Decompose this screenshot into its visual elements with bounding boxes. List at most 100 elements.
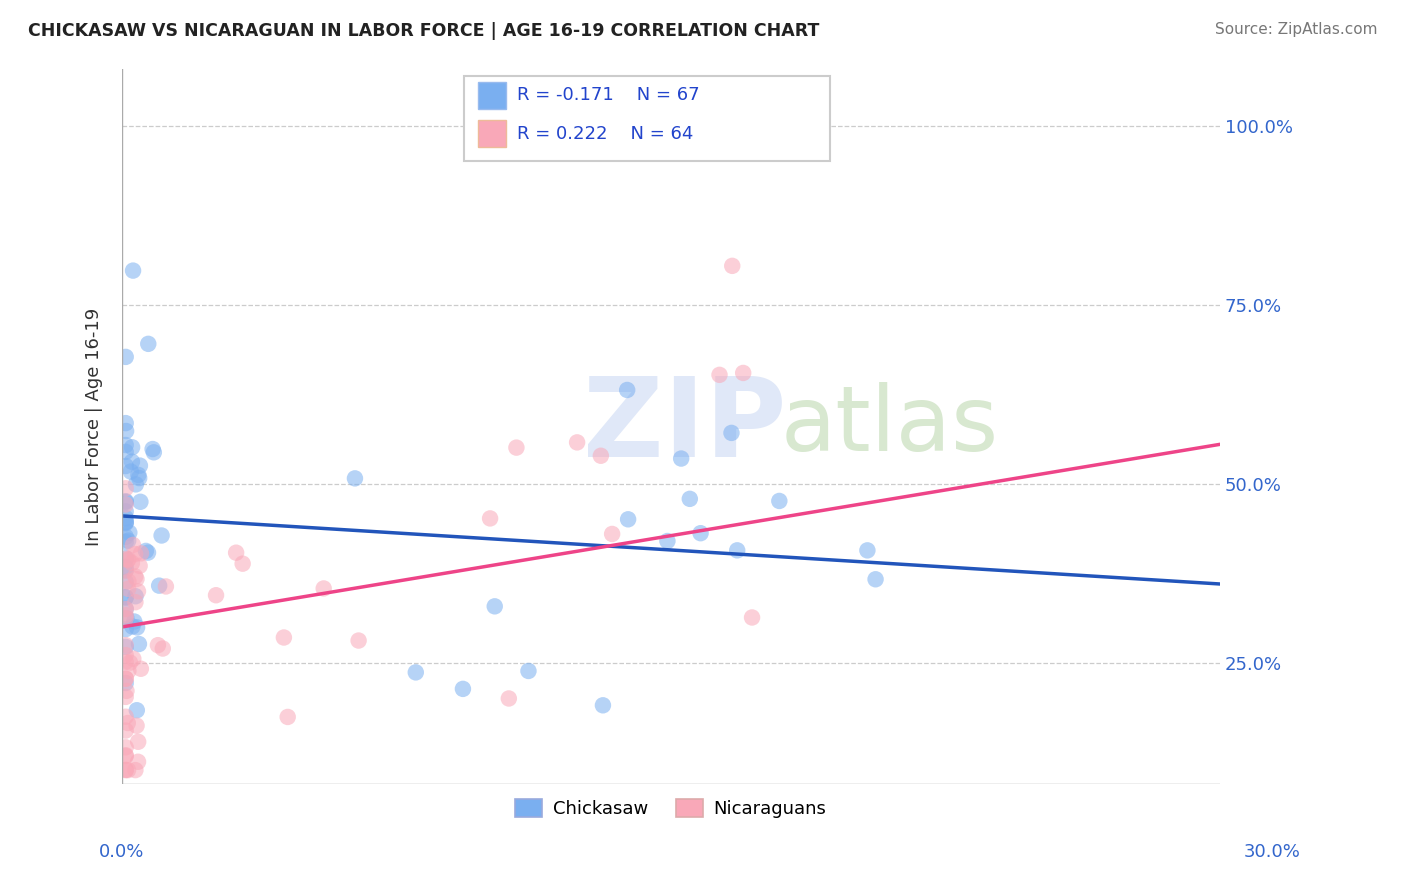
Point bbox=[114, 591, 136, 605]
Point bbox=[114, 494, 136, 508]
Point bbox=[114, 690, 136, 704]
Point bbox=[114, 481, 136, 495]
Point bbox=[669, 451, 692, 466]
Point bbox=[114, 590, 136, 604]
Point bbox=[122, 651, 145, 665]
Y-axis label: In Labor Force | Age 16-19: In Labor Force | Age 16-19 bbox=[86, 308, 103, 546]
Point bbox=[136, 336, 159, 351]
Text: R = 0.222    N = 64: R = 0.222 N = 64 bbox=[517, 125, 693, 143]
Point bbox=[720, 425, 742, 440]
Text: 0.0%: 0.0% bbox=[98, 843, 143, 861]
Point bbox=[128, 471, 150, 485]
Point bbox=[343, 471, 366, 485]
Point bbox=[721, 259, 744, 273]
Point bbox=[117, 763, 139, 777]
Point bbox=[121, 619, 143, 633]
Point bbox=[114, 511, 136, 525]
Point bbox=[114, 608, 136, 623]
Point bbox=[142, 445, 165, 459]
Point bbox=[114, 672, 136, 686]
Point bbox=[124, 589, 146, 603]
Point bbox=[114, 445, 136, 459]
Point bbox=[114, 551, 136, 566]
Point bbox=[733, 366, 755, 380]
Point bbox=[617, 512, 640, 526]
Point bbox=[232, 557, 254, 571]
Point bbox=[155, 579, 177, 593]
Point bbox=[118, 656, 141, 670]
Point bbox=[517, 664, 540, 678]
Point bbox=[657, 534, 679, 549]
Point bbox=[565, 435, 588, 450]
Point bbox=[114, 763, 136, 777]
Point bbox=[498, 691, 520, 706]
Point bbox=[505, 441, 527, 455]
Point bbox=[114, 763, 136, 777]
Point bbox=[127, 735, 149, 749]
Point bbox=[114, 530, 136, 544]
Point bbox=[114, 602, 136, 616]
Point bbox=[128, 637, 150, 651]
Point bbox=[616, 383, 638, 397]
Point bbox=[865, 572, 887, 586]
Point bbox=[120, 465, 142, 479]
Point bbox=[114, 622, 136, 636]
Point bbox=[150, 528, 173, 542]
Point bbox=[114, 495, 136, 509]
Point bbox=[122, 263, 145, 277]
Point bbox=[125, 477, 148, 491]
Point bbox=[122, 615, 145, 629]
Point bbox=[856, 543, 879, 558]
Point bbox=[741, 610, 763, 624]
Point bbox=[114, 560, 136, 574]
Point bbox=[114, 416, 136, 430]
Point bbox=[125, 572, 148, 586]
Point bbox=[152, 641, 174, 656]
Point bbox=[114, 574, 136, 589]
Point bbox=[225, 546, 247, 560]
Point bbox=[114, 498, 136, 512]
Point bbox=[114, 515, 136, 529]
Point bbox=[479, 511, 502, 525]
Point bbox=[114, 749, 136, 764]
Point bbox=[129, 458, 152, 473]
Point bbox=[121, 556, 143, 570]
Point bbox=[117, 582, 139, 596]
Point bbox=[117, 552, 139, 566]
Point bbox=[127, 467, 149, 482]
Point bbox=[124, 547, 146, 561]
Point bbox=[592, 698, 614, 713]
Point bbox=[589, 449, 612, 463]
Point bbox=[124, 595, 146, 609]
Point bbox=[114, 640, 136, 654]
Point bbox=[127, 584, 149, 599]
Point bbox=[205, 588, 228, 602]
Point bbox=[484, 599, 506, 614]
Point bbox=[124, 763, 146, 777]
Point bbox=[114, 611, 136, 625]
Point bbox=[146, 638, 169, 652]
Point bbox=[451, 681, 474, 696]
Point bbox=[312, 582, 335, 596]
Point bbox=[114, 748, 136, 763]
Point bbox=[114, 710, 136, 724]
Point bbox=[125, 703, 148, 717]
Point bbox=[117, 533, 139, 548]
Point bbox=[689, 526, 711, 541]
Point bbox=[114, 563, 136, 577]
Text: 30.0%: 30.0% bbox=[1244, 843, 1301, 861]
Text: ZIP: ZIP bbox=[583, 373, 786, 480]
Point bbox=[129, 546, 152, 560]
Point bbox=[148, 579, 170, 593]
Text: Source: ZipAtlas.com: Source: ZipAtlas.com bbox=[1215, 22, 1378, 37]
Point bbox=[347, 633, 370, 648]
Point bbox=[725, 543, 748, 558]
Point bbox=[127, 620, 149, 634]
Point bbox=[114, 648, 136, 662]
Text: atlas: atlas bbox=[780, 383, 998, 470]
Point bbox=[115, 611, 138, 625]
Point bbox=[114, 350, 136, 364]
Point bbox=[129, 495, 152, 509]
Point bbox=[115, 684, 138, 698]
Point bbox=[117, 664, 139, 678]
